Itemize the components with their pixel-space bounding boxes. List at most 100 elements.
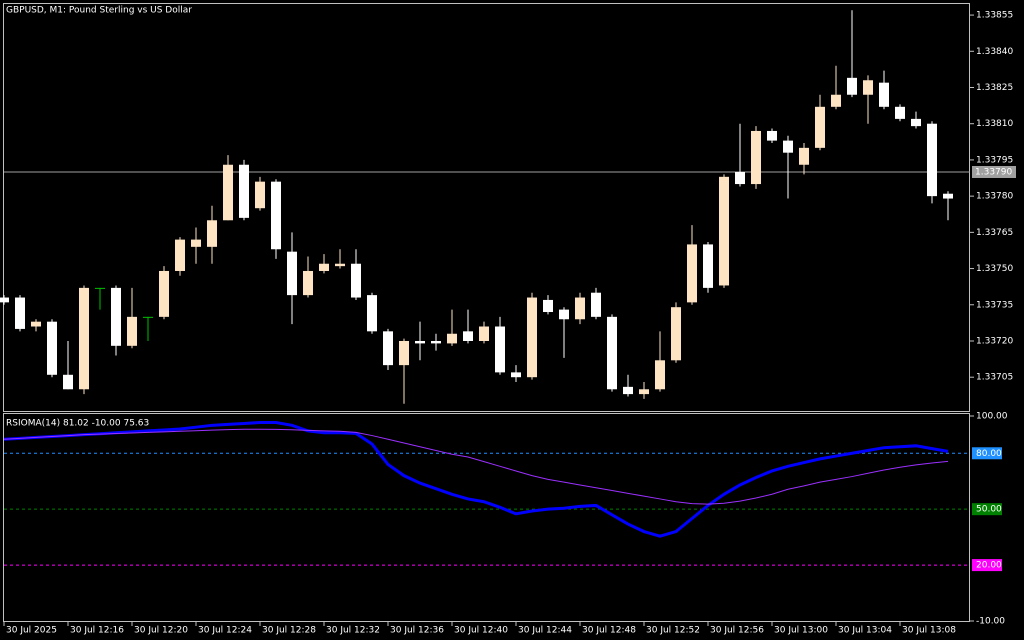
- indicator-line: [3, 421, 949, 538]
- candle-body: [783, 140, 793, 153]
- indicator-legend: RSIOMA(14) 81.02 -10.00 75.63: [6, 419, 149, 429]
- candle-body: [735, 171, 745, 185]
- candle-body: [351, 263, 361, 298]
- candle-body: [271, 181, 281, 250]
- candle-body: [767, 130, 777, 141]
- y-tick-label: 1.33750: [976, 264, 1013, 274]
- candle-body: [863, 80, 873, 95]
- candle-body: [719, 176, 729, 286]
- x-tick-label: 30 Jul 12:20: [134, 626, 188, 636]
- candle-body: [847, 77, 857, 95]
- y-tick-label: 1.33840: [976, 47, 1013, 57]
- y-tick-label: 1.33795: [976, 155, 1013, 165]
- current-price-box: [972, 165, 1016, 178]
- candle-body: [95, 287, 105, 289]
- candle-body: [943, 193, 953, 199]
- candle-body: [751, 130, 761, 185]
- x-tick-label: 30 Jul 12:48: [582, 626, 636, 636]
- candle-body: [399, 340, 409, 366]
- candle-body: [447, 333, 457, 344]
- candle-body: [143, 316, 153, 318]
- x-tick-label: 30 Jul 12:32: [326, 626, 380, 636]
- y-tick-label: 80.00: [976, 449, 1002, 459]
- candle-body: [895, 106, 905, 119]
- y-tick-label: 1.33825: [976, 83, 1013, 93]
- candle-body: [63, 374, 73, 390]
- level-label-box: [972, 447, 1002, 460]
- y-tick-label: 1.33855: [976, 11, 1013, 21]
- x-tick-label: 30 Jul 12:52: [646, 626, 700, 636]
- x-tick-label: 30 Jul 12:16: [70, 626, 124, 636]
- candle-body: [527, 297, 537, 378]
- candle-body: [879, 82, 889, 107]
- current-price-label: 1.33790: [975, 167, 1012, 177]
- y-tick-label: -10.00: [976, 617, 1005, 627]
- candle-body: [687, 244, 697, 303]
- x-tick-label: 30 Jul 12:56: [710, 626, 764, 636]
- indicator-pane: [3, 413, 970, 622]
- y-tick-label: 1.33705: [976, 373, 1013, 383]
- candle-body: [671, 307, 681, 361]
- candle-body: [799, 147, 809, 165]
- y-tick-label: 1.33735: [976, 300, 1013, 310]
- candle-body: [479, 326, 489, 341]
- candle-body: [927, 123, 937, 197]
- price-pane: [3, 3, 970, 412]
- candle-body: [415, 340, 425, 344]
- indicator-line: [3, 428, 949, 505]
- candle-body: [15, 297, 25, 329]
- candle-body: [319, 263, 329, 271]
- candle-body: [0, 297, 9, 303]
- candle-body: [335, 263, 345, 267]
- y-tick-label: 1.33780: [976, 192, 1013, 202]
- candle-body: [623, 386, 633, 395]
- candle-body: [911, 118, 921, 127]
- candle-body: [207, 220, 217, 247]
- candle-body: [191, 239, 201, 247]
- candle-body: [575, 297, 585, 320]
- y-tick-label: 1.33720: [976, 336, 1013, 346]
- candle-body: [559, 309, 569, 320]
- x-tick-label: 30 Jul 13:08: [902, 626, 956, 636]
- y-tick-label: 100.00: [976, 412, 1008, 422]
- candle-body: [367, 295, 377, 332]
- y-tick-label: 50.00: [976, 505, 1002, 515]
- candle-body: [383, 331, 393, 366]
- candle-body: [463, 331, 473, 341]
- candle-body: [159, 270, 169, 317]
- candle-body: [47, 321, 57, 375]
- x-tick-label: 30 Jul 12:28: [262, 626, 316, 636]
- candle-body: [495, 326, 505, 373]
- y-tick-label: 1.33810: [976, 119, 1013, 129]
- candle-body: [239, 164, 249, 218]
- candle-body: [431, 340, 441, 344]
- x-tick-label: 30 Jul 2025: [6, 626, 57, 636]
- candle-body: [543, 299, 553, 313]
- candle-body: [303, 270, 313, 296]
- candle-body: [607, 316, 617, 390]
- x-tick-label: 30 Jul 12:44: [518, 626, 572, 636]
- candle-body: [655, 360, 665, 390]
- candle-body: [223, 164, 233, 221]
- candle-body: [255, 181, 265, 209]
- x-tick-label: 30 Jul 12:40: [454, 626, 508, 636]
- candle-body: [831, 94, 841, 107]
- x-tick-label: 30 Jul 13:00: [774, 626, 828, 636]
- level-label-box: [972, 503, 1002, 516]
- candle-body: [815, 106, 825, 148]
- candle-body: [79, 287, 89, 390]
- candle-body: [511, 372, 521, 378]
- x-tick-label: 30 Jul 12:24: [198, 626, 252, 636]
- candle-body: [127, 316, 137, 346]
- chart-title: GBPUSD, M1: Pound Sterling vs US Dollar: [6, 6, 192, 16]
- x-tick-label: 30 Jul 13:04: [838, 626, 892, 636]
- y-tick-label: 20.00: [976, 561, 1002, 571]
- candle-body: [591, 292, 601, 317]
- candle-body: [639, 389, 649, 395]
- level-label-box: [972, 559, 1002, 572]
- candle-body: [703, 244, 713, 288]
- y-tick-label: 1.33765: [976, 228, 1013, 238]
